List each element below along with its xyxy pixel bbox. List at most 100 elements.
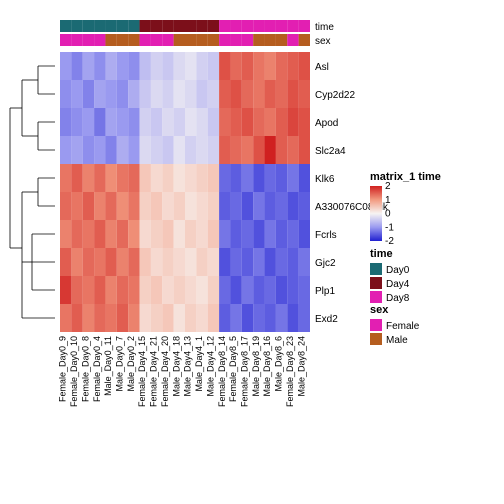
heatmap-cell — [128, 52, 139, 80]
heatmap-cell — [94, 80, 105, 108]
heatmap-cell — [208, 276, 219, 304]
heatmap-cell — [174, 80, 185, 108]
heatmap-cell — [71, 276, 82, 304]
heatmap-cell — [196, 276, 207, 304]
heatmap-cell — [276, 220, 287, 248]
heatmap-cell — [117, 220, 128, 248]
column-label: Female_Day0_9 — [58, 336, 68, 402]
heatmap-cell — [230, 52, 241, 80]
heatmap-cell — [196, 108, 207, 136]
heatmap-cell — [287, 80, 298, 108]
anno-cell-time — [287, 20, 298, 32]
heatmap-cell — [94, 304, 105, 332]
heatmap-cell — [128, 304, 139, 332]
anno-cell-sex — [60, 34, 71, 46]
heatmap-cell — [140, 164, 151, 192]
heatmap-cell — [265, 276, 276, 304]
heatmap-cell — [299, 52, 310, 80]
colorbar-tick: 1 — [385, 195, 391, 206]
heatmap-cell — [185, 136, 196, 164]
heatmap-cell — [276, 80, 287, 108]
heatmap-cell — [60, 220, 71, 248]
heatmap-cell — [185, 220, 196, 248]
anno-cell-time — [151, 20, 162, 32]
heatmap-cell — [265, 248, 276, 276]
legend-label: Day8 — [386, 293, 410, 304]
heatmap-cell — [287, 304, 298, 332]
anno-cell-sex — [151, 34, 162, 46]
anno-cell-sex — [276, 34, 287, 46]
heatmap-cell — [208, 220, 219, 248]
anno-cell-time — [219, 20, 230, 32]
heatmap-cell — [185, 108, 196, 136]
heatmap-cell — [299, 220, 310, 248]
heatmap-cell — [83, 80, 94, 108]
heatmap-cell — [196, 248, 207, 276]
heatmap-cell — [71, 248, 82, 276]
anno-cell-time — [128, 20, 139, 32]
heatmap-cell — [276, 248, 287, 276]
column-label: Female_Day0_10 — [69, 336, 79, 407]
heatmap-cell — [71, 52, 82, 80]
column-label: Male_Day4_12 — [205, 336, 215, 397]
colorbar-tick: -2 — [385, 236, 394, 247]
heatmap-cell — [105, 304, 116, 332]
heatmap-cell — [242, 80, 253, 108]
heatmap-cell — [276, 192, 287, 220]
heatmap-cell — [219, 220, 230, 248]
heatmap-cell — [242, 52, 253, 80]
anno-cell-time — [71, 20, 82, 32]
heatmap-cell — [83, 108, 94, 136]
heatmap-cell — [196, 304, 207, 332]
column-label: Female_Day4_21 — [149, 336, 159, 407]
legend-label: Day0 — [386, 265, 410, 276]
heatmap-cell — [242, 164, 253, 192]
heatmap-cell — [94, 108, 105, 136]
heatmap-cell — [219, 108, 230, 136]
anno-cell-sex — [196, 34, 207, 46]
anno-cell-time — [162, 20, 173, 32]
colorbar-tick: -1 — [385, 222, 394, 233]
anno-track-label: sex — [315, 36, 331, 47]
heatmap-cell — [287, 248, 298, 276]
heatmap-cell — [287, 276, 298, 304]
heatmap-cell — [265, 108, 276, 136]
heatmap-cell — [230, 192, 241, 220]
row-label: Apod — [315, 118, 338, 129]
column-label: Female_Day4_20 — [160, 336, 170, 407]
legend-swatch — [370, 263, 382, 275]
legend-swatch — [370, 277, 382, 289]
heatmap-cell — [83, 248, 94, 276]
anno-cell-time — [185, 20, 196, 32]
anno-cell-time — [230, 20, 241, 32]
anno-cell-time — [253, 20, 264, 32]
heatmap-cell — [253, 192, 264, 220]
heatmap-cell — [265, 220, 276, 248]
heatmap-cell — [151, 136, 162, 164]
heatmap-cell — [276, 108, 287, 136]
anno-cell-sex — [299, 34, 310, 46]
column-label: Male_Day4_1 — [194, 336, 204, 392]
heatmap-cell — [151, 52, 162, 80]
heatmap-cell — [117, 80, 128, 108]
heatmap-cell — [71, 108, 82, 136]
heatmap-cell — [105, 248, 116, 276]
heatmap-cell — [60, 192, 71, 220]
anno-cell-sex — [219, 34, 230, 46]
heatmap-cell — [174, 192, 185, 220]
heatmap-cell — [94, 248, 105, 276]
heatmap-cell — [83, 276, 94, 304]
heatmap-cell — [242, 220, 253, 248]
anno-cell-sex — [242, 34, 253, 46]
heatmap-cell — [140, 304, 151, 332]
anno-cell-time — [140, 20, 151, 32]
heatmap-cell — [128, 192, 139, 220]
anno-cell-sex — [230, 34, 241, 46]
heatmap-cell — [83, 220, 94, 248]
heatmap-cell — [219, 136, 230, 164]
row-label: Exd2 — [315, 314, 338, 325]
heatmap-cell — [219, 304, 230, 332]
heatmap-cell — [60, 276, 71, 304]
column-label: Male_Day0_2 — [126, 336, 136, 392]
heatmap-cell — [208, 304, 219, 332]
